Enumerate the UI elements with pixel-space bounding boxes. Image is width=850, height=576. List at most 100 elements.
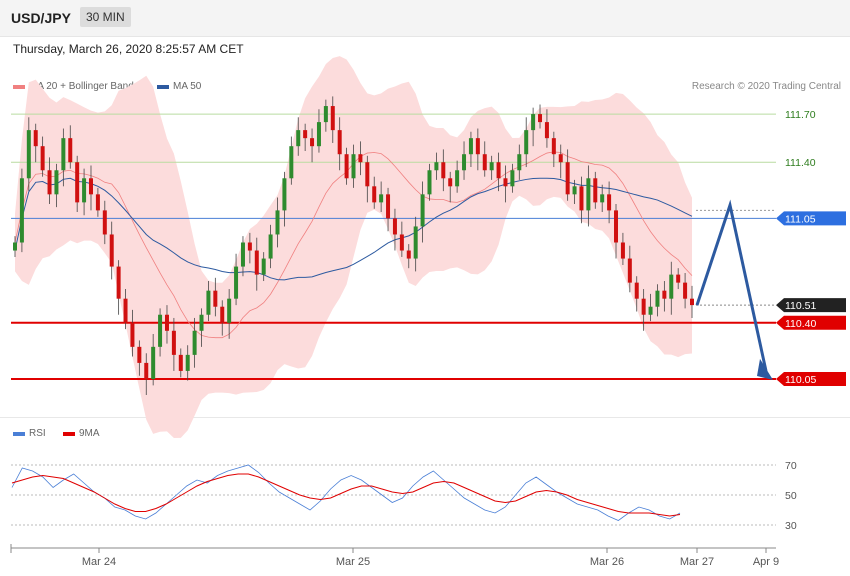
x-tick-label: Mar 26 <box>590 556 624 568</box>
candle-body <box>593 178 598 203</box>
level-tag-110.40 <box>776 315 846 330</box>
ma50-swatch <box>157 84 169 89</box>
candle-body <box>351 154 356 179</box>
legend-rsi: RSI <box>13 428 46 439</box>
level-tag-111.05 <box>776 211 846 226</box>
x-tick-label: Mar 27 <box>680 556 714 568</box>
candle-body <box>199 314 204 331</box>
candle-body <box>282 178 287 211</box>
bollinger-band <box>15 56 692 438</box>
forecast-arrowhead <box>757 358 773 380</box>
candle-body <box>289 146 294 179</box>
candle-body <box>586 178 591 211</box>
candle-body <box>234 266 239 299</box>
candle-body <box>600 194 605 203</box>
candle-body <box>68 138 73 163</box>
candle-body <box>109 234 114 267</box>
candle-body <box>116 266 121 299</box>
candle-body <box>579 186 584 211</box>
legend-rsi-ma-label: 9MA <box>79 428 100 439</box>
candle-body <box>544 122 549 139</box>
candle-body <box>268 234 273 259</box>
candle-body <box>323 106 328 123</box>
candle-body <box>158 314 163 347</box>
level-tag-110.05 <box>776 371 846 386</box>
legend-ma20-label: MA 20 + Bollinger Bands <box>29 81 139 92</box>
level-label-111.05: 111.05 <box>785 213 816 225</box>
candle-body <box>413 226 418 259</box>
candle-body <box>517 154 522 171</box>
candle-body <box>614 210 619 243</box>
x-tick-label: Apr 9 <box>753 556 779 568</box>
level-label-110.51: 110.51 <box>785 300 816 312</box>
candle-body <box>19 178 24 243</box>
candle-body <box>310 138 315 147</box>
candle-body <box>240 242 245 267</box>
candle-body <box>510 170 515 187</box>
level-tag-110.51 <box>776 298 846 313</box>
candle-body <box>40 146 45 171</box>
candle-body <box>572 186 577 195</box>
candle-body <box>475 138 480 155</box>
candle-body <box>26 130 31 179</box>
candle-body <box>358 154 363 163</box>
legend-ma20: MA 20 + Bollinger Bands <box>13 81 139 92</box>
candle-body <box>524 130 529 155</box>
candle-body <box>316 122 321 147</box>
candle-body <box>392 218 397 235</box>
level-label-111.70: 111.70 <box>785 109 816 121</box>
candle-body <box>137 346 142 363</box>
candle-body <box>690 298 694 306</box>
candle-body <box>164 314 169 331</box>
candle-body <box>47 170 52 195</box>
candle-body <box>178 354 183 371</box>
candle-body <box>662 290 667 299</box>
candle-body <box>441 162 446 179</box>
timeframe-button[interactable]: 30 MIN <box>80 7 131 27</box>
candle-body <box>448 178 453 187</box>
x-tick-label: Mar 25 <box>336 556 370 568</box>
candle-body <box>151 346 156 379</box>
candle-body <box>434 162 439 171</box>
candle-body <box>379 194 384 203</box>
forecast-arrow-line <box>695 199 768 372</box>
candle-body <box>75 162 80 203</box>
candle-body <box>455 170 460 187</box>
ma50-line <box>14 177 693 281</box>
candle-body <box>620 242 625 259</box>
candle-body <box>655 290 660 307</box>
candle-body <box>185 354 190 371</box>
candle-body <box>551 138 556 155</box>
candle-body <box>337 130 342 155</box>
candle-body <box>88 178 93 195</box>
candle-body <box>296 130 301 147</box>
candle-body <box>123 298 128 323</box>
candle-body <box>386 194 391 219</box>
symbol-label: USD/JPY <box>11 10 71 26</box>
candle-body <box>227 298 232 323</box>
candle-body <box>254 250 259 275</box>
legend-rsi-label: RSI <box>29 428 46 439</box>
rsi-level-label-30: 30 <box>785 520 797 532</box>
timestamp: Thursday, March 26, 2020 8:25:57 AM CET <box>13 42 244 56</box>
candle-body <box>130 322 135 347</box>
candle-body <box>13 242 17 251</box>
candle-body <box>406 250 411 259</box>
candle-body <box>61 138 66 171</box>
candle-body <box>462 154 467 171</box>
candle-body <box>372 186 377 203</box>
candle-body <box>344 154 349 179</box>
panel-separator <box>0 417 850 418</box>
candle-body <box>489 162 494 171</box>
candle-body <box>95 194 100 211</box>
candle-body <box>330 106 335 131</box>
x-tick-label: Mar 24 <box>82 556 116 568</box>
level-label-110.05: 110.05 <box>785 374 816 386</box>
candle-body <box>496 162 501 179</box>
rsi-line <box>11 464 681 521</box>
ma20-swatch <box>13 84 25 89</box>
candle-body <box>531 114 536 131</box>
level-label-111.40: 111.40 <box>785 157 816 169</box>
candle-body <box>144 362 149 379</box>
